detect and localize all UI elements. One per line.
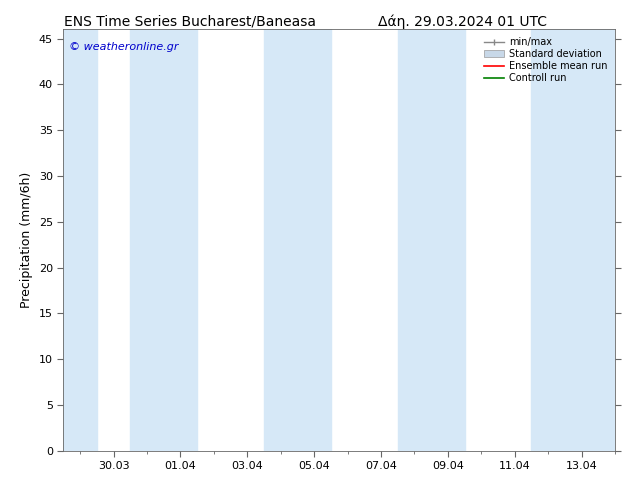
Bar — [130, 29, 197, 451]
Text: © weatheronline.gr: © weatheronline.gr — [69, 42, 178, 52]
Legend: min/max, Standard deviation, Ensemble mean run, Controll run: min/max, Standard deviation, Ensemble me… — [481, 34, 610, 86]
Text: Δάη. 29.03.2024 01 UTC: Δάη. 29.03.2024 01 UTC — [378, 15, 547, 29]
Bar — [531, 29, 615, 451]
Bar — [63, 29, 97, 451]
Text: ENS Time Series Bucharest/Baneasa: ENS Time Series Bucharest/Baneasa — [64, 15, 316, 29]
Y-axis label: Precipitation (mm/6h): Precipitation (mm/6h) — [20, 172, 34, 308]
Bar — [398, 29, 465, 451]
Bar — [264, 29, 331, 451]
